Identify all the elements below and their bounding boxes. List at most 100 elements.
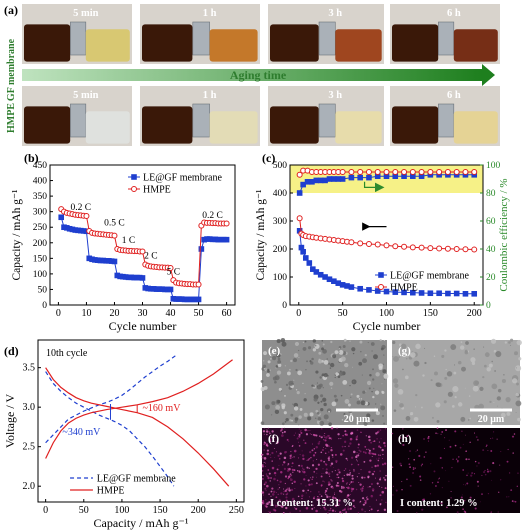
chart-c-capacity-point-1-28 bbox=[471, 246, 478, 253]
eds-f-texture-571 bbox=[352, 505, 355, 508]
sem-g-texture-114 bbox=[464, 387, 466, 389]
sem-e-texture-185 bbox=[294, 420, 298, 424]
eds-f-texture-57 bbox=[261, 464, 264, 466]
eds-f-texture-332 bbox=[288, 440, 290, 442]
eds-f-texture-171 bbox=[285, 451, 288, 453]
sem-e-texture-23 bbox=[334, 376, 336, 379]
eds-f-texture-163 bbox=[310, 477, 312, 479]
gf-photo-2-right-vial bbox=[335, 29, 382, 62]
chart-c-capacity-point-1-19 bbox=[392, 243, 399, 250]
sem-e-texture-54 bbox=[364, 354, 367, 357]
sem-g-texture-46 bbox=[443, 400, 447, 404]
chart-c-capacity-point-0-25 bbox=[445, 290, 451, 297]
eds-f-texture-569 bbox=[311, 434, 312, 435]
eds-f-texture-123 bbox=[301, 494, 304, 497]
eds-f-texture-60 bbox=[344, 430, 347, 433]
eds-h-texture-129 bbox=[448, 480, 450, 482]
sem-g-texture-22 bbox=[514, 351, 518, 356]
eds-h-texture-142 bbox=[466, 482, 469, 485]
eds-f-texture-191 bbox=[374, 453, 377, 456]
eds-f-texture-338 bbox=[382, 453, 384, 456]
sem-e-texture-177 bbox=[383, 354, 385, 356]
eds-f-texture-20 bbox=[355, 488, 358, 491]
chart-b: (b) 0 10 20 30 40 50 60 0 50 100 150 200 250 300 350 40… bbox=[11, 151, 236, 333]
chart-c-ce-point-1-22 bbox=[444, 169, 451, 175]
eds-h-texture-92 bbox=[419, 475, 422, 478]
eds-f-texture-174 bbox=[303, 439, 305, 441]
sem-e-texture-189 bbox=[344, 398, 350, 404]
sem-e-texture-113 bbox=[338, 371, 344, 376]
eds-h-texture-24 bbox=[507, 448, 509, 451]
eds-f-texture-106 bbox=[330, 437, 332, 439]
chart-c-y2tick-label-100: 100 bbox=[486, 161, 501, 171]
sem-g-texture-75 bbox=[469, 417, 472, 420]
eds-f-texture-580 bbox=[332, 495, 334, 497]
sem-e-texture-68 bbox=[295, 389, 298, 391]
eds-h-texture-41 bbox=[490, 450, 493, 452]
sem-e-texture-220 bbox=[360, 400, 366, 406]
eds-f-texture-293 bbox=[327, 472, 331, 475]
sem-e-texture-38 bbox=[284, 365, 286, 367]
eds-f-texture-464 bbox=[291, 456, 293, 458]
eds-h-texture-46 bbox=[512, 452, 514, 454]
sem-g-texture-85 bbox=[423, 347, 426, 349]
eds-f-texture-273 bbox=[376, 438, 378, 440]
eds-h-texture-45 bbox=[445, 429, 447, 431]
eds-f-texture-287 bbox=[303, 478, 306, 481]
eds-f-texture-331 bbox=[382, 458, 384, 460]
chart-c-capacity-point-1-18 bbox=[383, 242, 390, 249]
sem-g-texture-107 bbox=[415, 343, 421, 350]
eds-f-texture-198 bbox=[278, 487, 281, 489]
chart-c-ce-point-0-1 bbox=[300, 181, 306, 188]
eds-f-texture-422 bbox=[381, 448, 384, 452]
eds-f-texture-448 bbox=[307, 429, 309, 432]
chart-d-ytick-label-2: 2.0 bbox=[23, 481, 36, 492]
sem-e-texture-175 bbox=[321, 373, 325, 377]
eds-f-texture-455 bbox=[371, 488, 375, 491]
gf-photo-2-clamp bbox=[318, 21, 336, 56]
sem-e-texture-132 bbox=[319, 376, 322, 379]
eds-f-texture-369 bbox=[278, 457, 281, 460]
eds-f-texture-165 bbox=[319, 493, 321, 496]
gf-time-label-3: 6 h bbox=[447, 8, 461, 19]
sem-e-texture-53 bbox=[298, 415, 302, 419]
eds-h-texture-48 bbox=[468, 458, 470, 460]
eds-f-texture-150 bbox=[336, 473, 339, 476]
sem-e-texture-73 bbox=[307, 416, 312, 421]
sem-e-texture-243 bbox=[263, 368, 266, 370]
eds-h-texture-118 bbox=[399, 437, 402, 439]
sem-e-texture-173 bbox=[375, 372, 380, 377]
eds-f-texture-393 bbox=[277, 454, 280, 457]
eds-f-texture-98 bbox=[293, 502, 296, 505]
sem-e-texture-90 bbox=[267, 360, 271, 364]
gf-photo-1-right-vial bbox=[209, 29, 258, 62]
sem-g-texture-99 bbox=[496, 405, 498, 407]
eds-f-texture-243 bbox=[309, 433, 311, 435]
eds-f-texture-366 bbox=[367, 475, 370, 478]
sem-e-texture-107 bbox=[369, 373, 372, 377]
eds-f-texture-73 bbox=[336, 427, 338, 429]
eds-f-texture-104 bbox=[276, 468, 279, 471]
eds-f-texture-59 bbox=[306, 459, 308, 461]
eds-f-texture-330 bbox=[320, 475, 323, 478]
eds-f-texture-300 bbox=[327, 445, 330, 448]
eds-h-texture-49 bbox=[448, 439, 450, 441]
eds-f-texture-365 bbox=[264, 442, 267, 444]
eds-h-texture-102 bbox=[454, 444, 457, 447]
eds-f-texture-248 bbox=[357, 463, 360, 466]
sem-e-texture-41 bbox=[342, 380, 348, 385]
eds-h-texture-147 bbox=[443, 447, 445, 449]
chart-c-capacity-point-1-16 bbox=[365, 240, 372, 247]
eds-f-texture-501 bbox=[293, 456, 295, 458]
eds-f-texture-217 bbox=[268, 472, 271, 475]
eds-f-texture-12 bbox=[341, 479, 345, 483]
eds-h-texture-5 bbox=[423, 456, 426, 458]
sem-e-texture-223 bbox=[371, 378, 375, 381]
eds-f-texture-139 bbox=[346, 481, 349, 484]
eds-f-texture-5 bbox=[291, 482, 294, 485]
chart-b-ytick-label-350: 350 bbox=[33, 192, 48, 202]
sem-e-texture-180 bbox=[296, 391, 300, 395]
sem-e-texture-121 bbox=[349, 340, 351, 342]
sem-e-texture-61 bbox=[327, 362, 331, 365]
chart-b-legend-label-1: HMPE bbox=[143, 185, 171, 196]
